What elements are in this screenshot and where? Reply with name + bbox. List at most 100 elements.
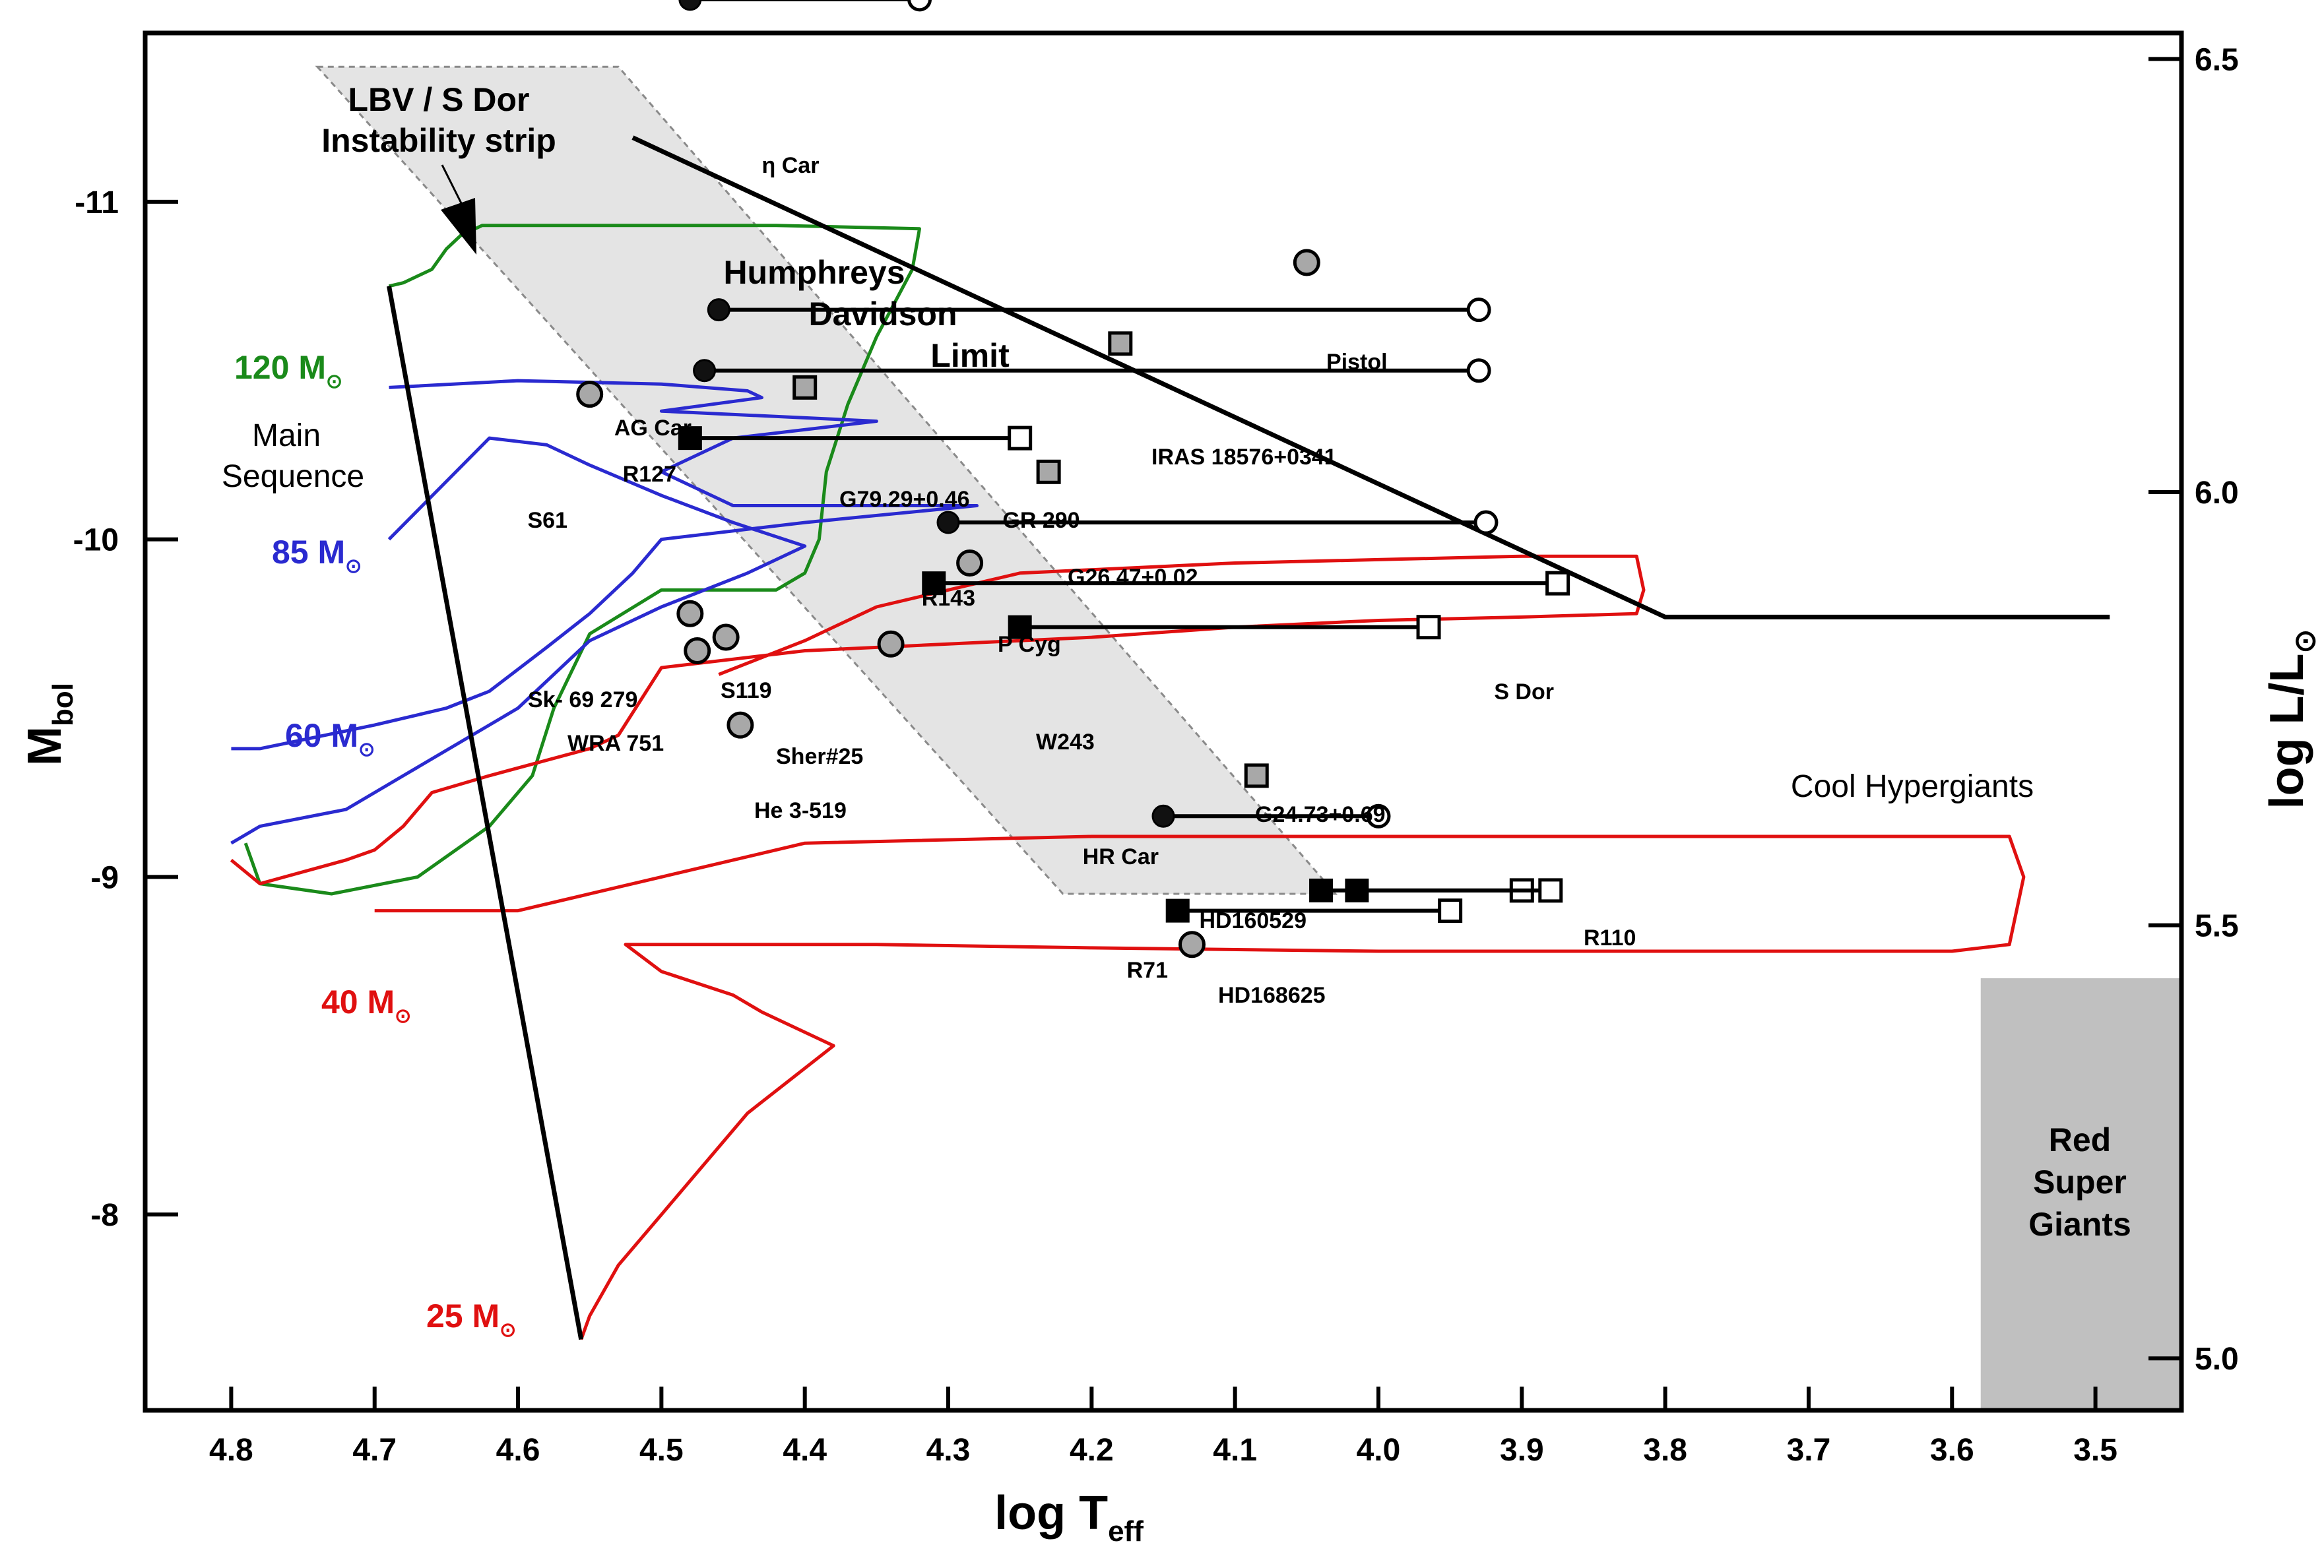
x-tick-label: 3.7	[1787, 1433, 1831, 1468]
hot-state-marker	[693, 359, 717, 383]
excursion-r143	[936, 510, 1499, 535]
x-tick-label: 4.6	[496, 1433, 540, 1468]
label-hd168625: HD168625	[1218, 983, 1326, 1008]
y-tick-label: -10	[73, 523, 119, 558]
cool-state-marker	[1466, 298, 1491, 323]
hot-state-marker	[1151, 804, 1175, 828]
star-sher-25	[877, 630, 905, 658]
x-tick-label: 3.6	[1930, 1433, 1974, 1468]
cool-state-marker	[1416, 615, 1441, 640]
x-tick-label: 4.0	[1357, 1433, 1401, 1468]
y-axis-title: Mbol	[18, 683, 79, 766]
star-labels: η Car AG Car R127 R143 HR Car GR 290 S Dor W243…	[528, 153, 1636, 1008]
label-s-dor: S Dor	[1494, 679, 1554, 705]
lbv-strip-label-line2: Instability strip	[321, 122, 556, 159]
main-sequence-label-line2: Sequence	[222, 459, 364, 494]
x-tick-label: 4.7	[352, 1433, 397, 1468]
hot-state-marker	[678, 426, 702, 451]
plot-frame	[143, 30, 2184, 1413]
label-ag-car: AG Car	[614, 416, 692, 441]
cool-state-marker	[1008, 425, 1033, 451]
rsg-label-line1: Red	[2049, 1121, 2111, 1158]
track-60-msun	[230, 436, 807, 845]
star-hd168625	[1178, 931, 1206, 958]
label-sk-69-279: Sk- 69 279	[528, 687, 637, 712]
y-tick-label: -8	[90, 1198, 119, 1233]
label-hr-car: HR Car	[1083, 844, 1159, 869]
x-tick-label: 4.4	[783, 1433, 827, 1468]
x-tick-label: 4.5	[639, 1433, 684, 1468]
excursion-r110	[1345, 878, 1563, 903]
star-s61	[576, 381, 604, 408]
hd-limit-label-line1: Humphreys	[723, 254, 905, 291]
x-axis: 4.8 4.7 4.6 4.5 4.4 4.3 4.2 4.1 4.0 3.9 3.8 3.7 3.6 3…	[209, 1387, 2117, 1468]
label-g24-73-0-69: G24.73+0.69	[1255, 802, 1386, 827]
star-he-3-519	[726, 711, 754, 739]
track-label-85: 85 M⊙	[272, 534, 362, 577]
label-g79-29-0-46: G79.29+0.46	[839, 487, 970, 512]
svg-text:log L/L⊙: log L/L⊙	[2261, 629, 2321, 809]
star-pistol	[1293, 249, 1320, 276]
red-supergiants-region	[1980, 978, 2181, 1410]
label-s61: S61	[528, 508, 568, 533]
y2-tick-label: 5.0	[2195, 1342, 2239, 1377]
label-sher-25: Sher#25	[776, 744, 863, 769]
excursion-s-dor	[922, 571, 1570, 596]
hot-state-marker	[707, 298, 730, 322]
label-pistol: Pistol	[1326, 350, 1388, 375]
track-label-60: 60 M⊙	[285, 717, 375, 761]
track-label-40: 40 M⊙	[321, 984, 411, 1027]
hot-state-marker	[678, 0, 702, 11]
label-w243: W243	[1036, 730, 1095, 755]
excursion-hr-car	[1151, 803, 1391, 829]
excursion-gr-290	[678, 425, 1033, 451]
track-25-msun	[374, 834, 2026, 1340]
label-r127: R127	[623, 462, 676, 487]
x-tick-label: 4.3	[926, 1433, 971, 1468]
excursion-w243	[1008, 615, 1441, 640]
label-gr-290: GR 290	[1002, 508, 1080, 533]
y2-axis-title: log L/L⊙	[2261, 629, 2321, 809]
x-tick-label: 3.8	[1643, 1433, 1687, 1468]
label-r71: R71	[1127, 958, 1168, 983]
hot-state-marker	[936, 511, 960, 534]
track-labels: 120 M⊙ 85 M⊙ 60 M⊙ 40 M⊙ 25 M⊙	[234, 349, 516, 1341]
y2-tick-label: 6.5	[2195, 42, 2239, 77]
cool-state-marker	[1438, 898, 1463, 924]
label-iras-18576-0341: IRAS 18576+0341	[1151, 445, 1337, 470]
star-points	[576, 249, 1320, 958]
star-s119	[712, 623, 740, 651]
main-sequence-label-line1: Main	[252, 418, 321, 453]
star-wra-751	[684, 637, 711, 665]
excursion-r71	[1165, 898, 1463, 924]
y-axis-left: -11 -10 -9 -8	[73, 185, 178, 1233]
star-g26-47-0-02	[1036, 459, 1061, 484]
cool-state-marker	[1473, 510, 1499, 535]
main-sequence-line	[387, 286, 584, 1340]
star-iras-18576-0341	[1108, 331, 1133, 356]
track-label-25: 25 M⊙	[426, 1298, 516, 1341]
excursion-ag-car	[707, 298, 1491, 323]
cool-state-marker	[1466, 358, 1491, 383]
label-s119: S119	[721, 678, 772, 703]
star-p-cyg	[956, 549, 984, 577]
y-tick-label: -11	[75, 185, 119, 220]
track-40-msun	[230, 554, 1646, 886]
rsg-label-line2: Super	[2033, 1164, 2127, 1201]
star-sk-69-279	[676, 600, 704, 627]
label-p-cyg: P Cyg	[998, 632, 1061, 657]
svg-text:Mbol: Mbol	[18, 683, 79, 766]
cool-state-marker	[1538, 878, 1563, 903]
cool-state-marker	[907, 0, 932, 12]
label-wra-751: WRA 751	[567, 731, 664, 756]
excursion-r127	[693, 358, 1491, 383]
rsg-label-line3: Giants	[2028, 1206, 2131, 1243]
star-g79-29-0-46	[792, 375, 818, 400]
label-g26-47-0-02: G26.47+0.02	[1068, 565, 1198, 590]
hot-state-marker	[1345, 878, 1369, 902]
hd-limit-label-line2: Davidson	[808, 296, 957, 332]
track-85-msun	[231, 379, 979, 751]
x-tick-label: 3.9	[1500, 1433, 1544, 1468]
lbv-excursions	[678, 0, 1570, 924]
